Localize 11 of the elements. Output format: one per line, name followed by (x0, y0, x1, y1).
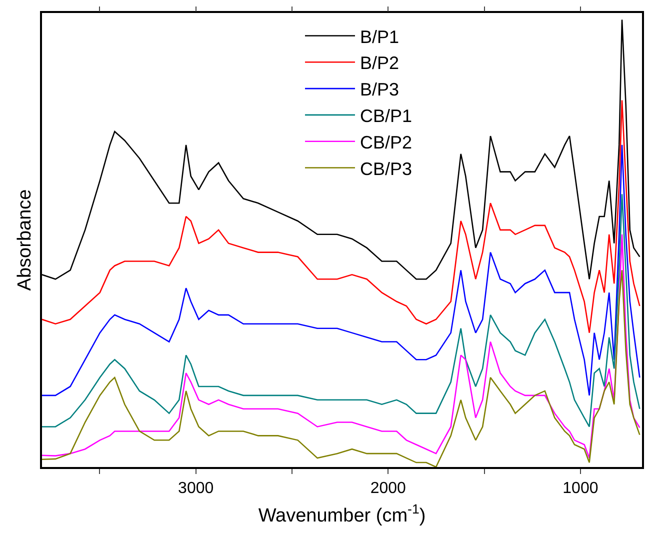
x-tick-label: 3000 (178, 480, 214, 497)
legend-label: B/P3 (360, 80, 400, 100)
x-axis-title: Wavenumber (cm$^{-1}$) (258, 501, 426, 526)
legend-label: CB/P3 (360, 158, 412, 179)
x-tick-label: 1000 (562, 480, 598, 497)
legend-label: B/P1 (360, 26, 400, 47)
legend-label: B/P2 (360, 53, 400, 74)
y-axis-title: Absorbance (14, 189, 36, 291)
x-tick-label: 2000 (370, 480, 406, 497)
legend-label: CB/P1 (360, 106, 412, 126)
legend-label: CB/P2 (360, 132, 412, 152)
